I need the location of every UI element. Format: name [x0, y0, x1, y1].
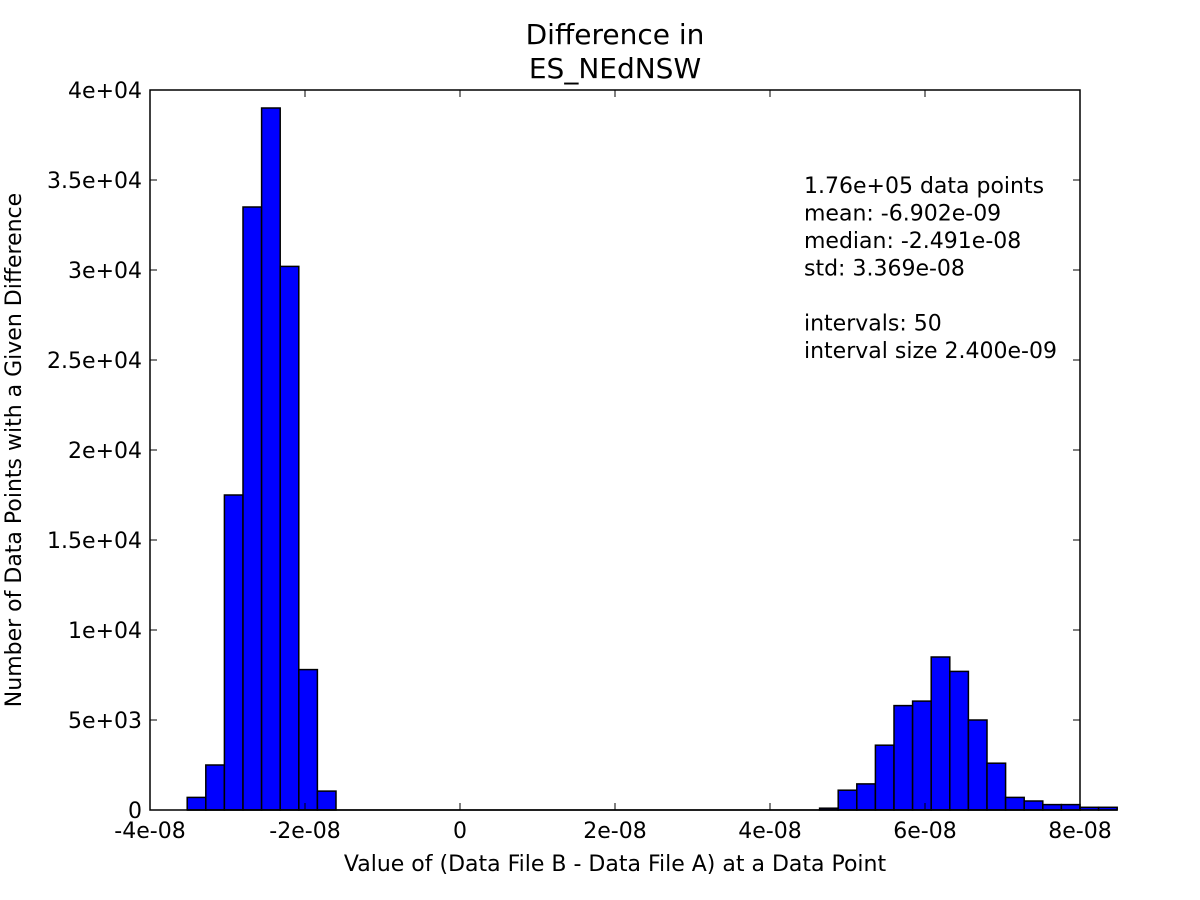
- histogram-bar: [298, 668, 319, 811]
- chart-title-line-2: ES_NEdNSW: [529, 52, 701, 85]
- statistics-annotation: 1.76e+05 data points mean: -6.902e-09medi…: [804, 174, 1057, 364]
- annotation-line: std: 3.369e-08: [804, 257, 965, 282]
- histogram-bar: [911, 700, 932, 811]
- histogram-bar: [205, 764, 226, 811]
- x-tick-label: 2e-08: [583, 819, 646, 844]
- histogram-bar: [949, 670, 970, 811]
- histogram-bar: [893, 704, 914, 811]
- histogram-bar: [930, 656, 951, 811]
- x-tick-label: 8e-08: [1048, 819, 1111, 844]
- annotation-line: mean: -6.902e-09: [804, 202, 1001, 227]
- histogram-bar: [260, 107, 281, 811]
- annotation-line: interval size 2.400e-09: [804, 339, 1057, 364]
- histogram-bar: [316, 790, 337, 811]
- histogram-bar: [186, 796, 207, 811]
- axis-ticks: -4e-08 -2e-08 0 2e-08 4e-08 6e-08 8e-08 0 5e+03 1…: [47, 79, 1112, 844]
- y-tick-label: 1.5e+04: [47, 529, 142, 554]
- y-tick-label: 4e+04: [68, 79, 142, 104]
- x-tick-label: -4e-08: [114, 819, 185, 844]
- annotation-line: 1.76e+05 data points: [804, 174, 1044, 199]
- y-tick-label: 0: [128, 799, 142, 824]
- chart-title: Difference in ES_NEdNSW: [526, 18, 705, 85]
- histogram-bar: [1042, 803, 1063, 811]
- y-tick-label: 3.5e+04: [47, 169, 142, 194]
- y-tick-label: 3e+04: [68, 259, 142, 284]
- histogram-bars: [186, 107, 1118, 811]
- x-tick-label: 0: [453, 819, 467, 844]
- histogram-bar: [1004, 796, 1025, 811]
- histogram-bar: [279, 265, 300, 811]
- histogram-bar: [856, 783, 877, 811]
- histogram-bar: [223, 494, 244, 811]
- histogram-bar: [837, 789, 858, 811]
- x-tick-label: -2e-08: [269, 819, 340, 844]
- annotation-line: intervals: 50: [804, 312, 942, 337]
- x-tick-label: 4e-08: [738, 819, 801, 844]
- histogram-bar: [1060, 803, 1081, 811]
- histogram-bar: [986, 762, 1007, 811]
- y-tick-label: 1e+04: [68, 619, 142, 644]
- annotation-line: median: -2.491e-08: [804, 229, 1021, 254]
- histogram-bar: [242, 206, 263, 811]
- x-tick-label: 6e-08: [893, 819, 956, 844]
- chart-title-line-1: Difference in: [526, 18, 705, 51]
- histogram-bar: [874, 744, 895, 811]
- y-tick-label: 5e+03: [68, 709, 142, 734]
- x-axis-label: Value of (Data File B - Data File A) at …: [344, 852, 887, 877]
- y-tick-label: 2.5e+04: [47, 349, 142, 374]
- y-tick-label: 2e+04: [68, 439, 142, 464]
- histogram-bar: [1023, 800, 1044, 811]
- histogram-bar: [967, 719, 988, 811]
- y-axis-label: Number of Data Points with a Given Diffe…: [2, 193, 27, 707]
